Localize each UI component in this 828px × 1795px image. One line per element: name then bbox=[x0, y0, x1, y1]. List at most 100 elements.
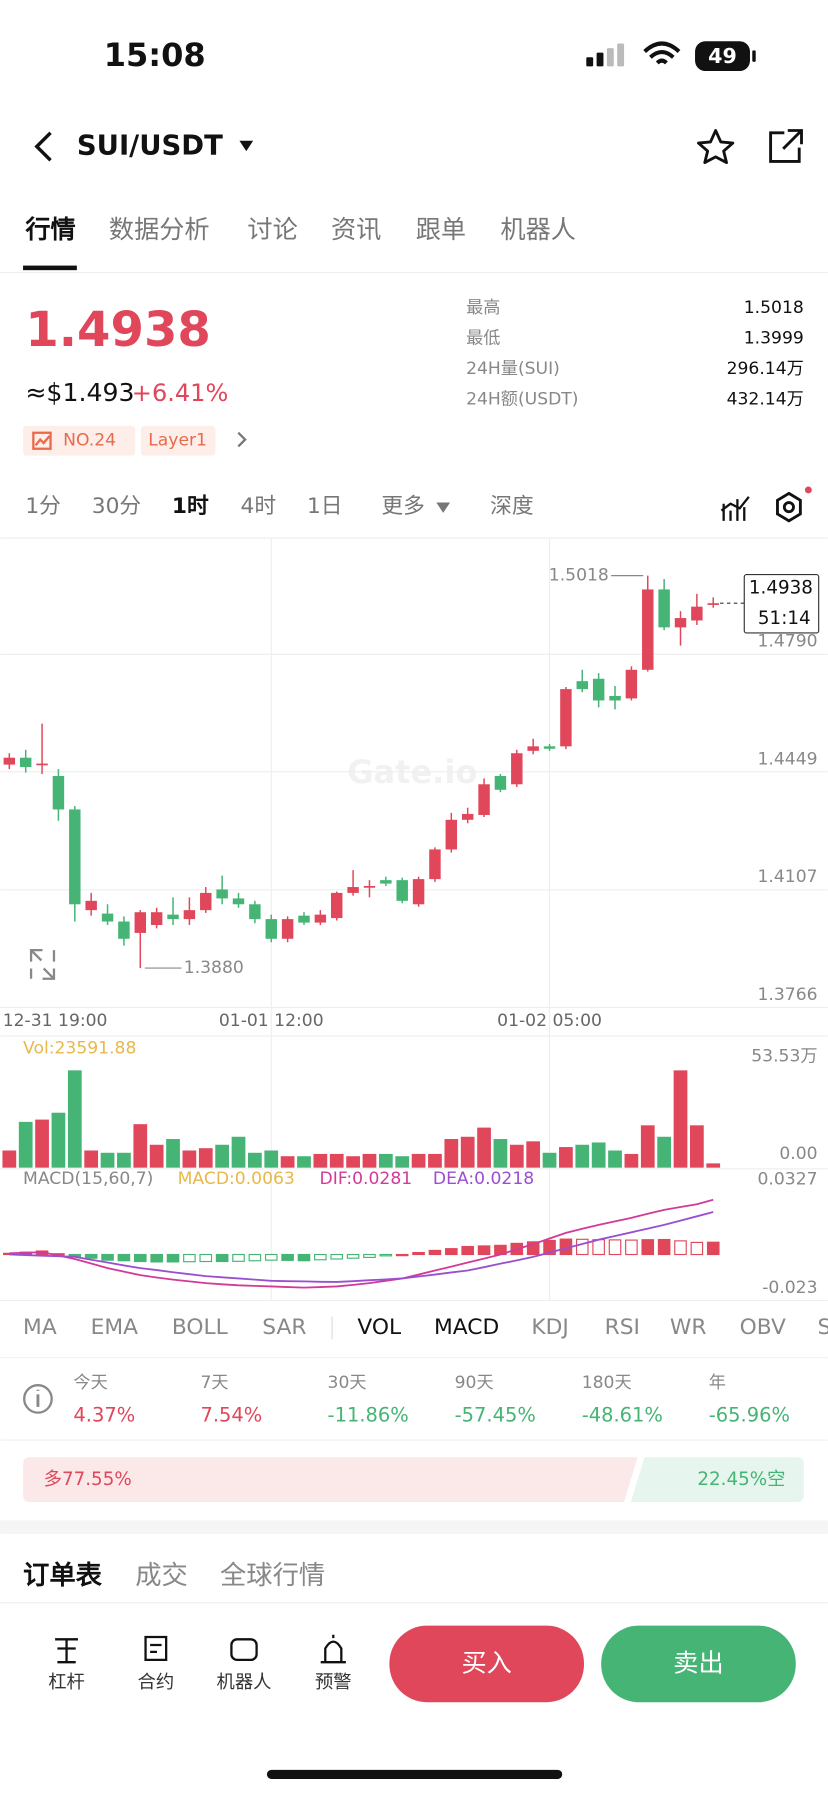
indicator-tab[interactable]: OBV bbox=[740, 1315, 786, 1340]
macd-bar bbox=[461, 1245, 474, 1256]
price-change: +6.41% bbox=[132, 379, 228, 407]
candle-body bbox=[461, 813, 474, 820]
nav-item[interactable]: 机器人 bbox=[217, 1672, 272, 1693]
section-tab[interactable]: 全球行情 bbox=[220, 1561, 325, 1591]
candle-body bbox=[85, 900, 97, 911]
volume-bar bbox=[542, 1152, 557, 1168]
tab[interactable]: 资讯 bbox=[331, 215, 381, 244]
volume-bar bbox=[100, 1152, 115, 1168]
nav-item[interactable]: 预警 bbox=[315, 1672, 352, 1693]
indicator-tab[interactable]: VOL bbox=[357, 1315, 401, 1340]
macd-bar bbox=[133, 1253, 147, 1263]
wifi-icon bbox=[643, 41, 681, 65]
indicator-tab[interactable]: BOLL bbox=[172, 1315, 228, 1340]
candle-body bbox=[69, 809, 81, 905]
chart-settings[interactable] bbox=[776, 491, 802, 523]
share-button[interactable] bbox=[769, 129, 803, 163]
macd-bar bbox=[445, 1248, 458, 1256]
volume-bar bbox=[215, 1144, 230, 1168]
tab[interactable]: 讨论 bbox=[247, 215, 297, 244]
section-tab[interactable]: 成交 bbox=[135, 1561, 188, 1591]
section-tab[interactable]: 订单表 bbox=[23, 1561, 103, 1591]
tab[interactable]: 数据分析 bbox=[109, 215, 210, 244]
candle-body bbox=[658, 589, 670, 628]
indicator-tab[interactable]: RSI bbox=[605, 1315, 640, 1340]
volume-bar bbox=[264, 1150, 279, 1168]
interval[interactable]: 更多 bbox=[381, 494, 424, 519]
nav-item[interactable]: 杠杆 bbox=[48, 1672, 85, 1693]
fullscreen-button[interactable] bbox=[29, 949, 56, 980]
nav-item[interactable]: 合约 bbox=[138, 1672, 175, 1693]
interval[interactable]: 1日 bbox=[307, 494, 343, 519]
y-tick-label: 0.0327 bbox=[758, 1169, 818, 1189]
tab[interactable]: 行情 bbox=[24, 215, 75, 244]
short-ratio-bar bbox=[630, 1457, 804, 1502]
candle-body bbox=[691, 606, 703, 621]
interval[interactable]: 30分 bbox=[92, 494, 141, 519]
pair-name[interactable]: SUI/USDT bbox=[77, 131, 223, 162]
sector-tag[interactable] bbox=[140, 425, 216, 456]
interval[interactable]: 1分 bbox=[25, 494, 61, 519]
performance-label: 年 bbox=[709, 1373, 726, 1393]
macd-bar bbox=[395, 1253, 409, 1257]
macd-bar bbox=[428, 1249, 442, 1256]
stat-label: 最高 bbox=[466, 298, 500, 318]
indicator-tab[interactable]: KDJ bbox=[531, 1315, 568, 1340]
candle-body bbox=[331, 892, 343, 919]
interval[interactable]: 深度 bbox=[490, 494, 534, 519]
buy-label: 买入 bbox=[462, 1648, 512, 1677]
home-indicator bbox=[266, 1769, 563, 1779]
indicator-tab[interactable]: EMA bbox=[91, 1315, 139, 1340]
volume-bar bbox=[280, 1156, 295, 1168]
stat-label: 24H量(SUI) bbox=[466, 359, 560, 379]
candle-body bbox=[707, 603, 719, 605]
volume-bar bbox=[35, 1119, 49, 1168]
interval[interactable]: 1时 bbox=[172, 494, 209, 519]
candle-body bbox=[380, 880, 392, 884]
pair-dropdown[interactable] bbox=[239, 140, 254, 152]
sell-button[interactable] bbox=[601, 1625, 796, 1703]
macd-bar bbox=[543, 1239, 556, 1256]
macd-bar bbox=[379, 1253, 393, 1257]
macd-bar bbox=[297, 1253, 311, 1262]
macd-bar bbox=[346, 1253, 360, 1259]
macd-bar bbox=[412, 1251, 425, 1256]
candle-body bbox=[560, 689, 572, 747]
info-icon[interactable] bbox=[23, 1384, 53, 1414]
alert-icon bbox=[320, 1634, 346, 1664]
buy-button[interactable] bbox=[389, 1625, 584, 1703]
candle-body bbox=[232, 898, 245, 905]
status-time: 15:08 bbox=[104, 36, 206, 74]
tab-underline bbox=[23, 265, 77, 271]
back-button[interactable] bbox=[34, 131, 52, 162]
tab[interactable]: 跟单 bbox=[416, 215, 466, 244]
macd-bar bbox=[281, 1253, 294, 1261]
volume-bar bbox=[149, 1144, 164, 1168]
battery-tip bbox=[752, 50, 756, 62]
volume-bar bbox=[640, 1125, 655, 1168]
candle-body bbox=[429, 849, 441, 880]
interval[interactable]: 4时 bbox=[241, 494, 277, 519]
indicator-tab[interactable]: SAR bbox=[262, 1315, 306, 1340]
indicator-tab[interactable]: WR bbox=[670, 1315, 707, 1340]
volume-bar bbox=[559, 1147, 573, 1168]
tags-more[interactable] bbox=[237, 431, 247, 448]
indicator-settings[interactable] bbox=[720, 496, 750, 521]
indicator-tab[interactable]: MACD bbox=[434, 1315, 499, 1340]
macd-bar bbox=[657, 1238, 671, 1256]
tab[interactable]: 机器人 bbox=[500, 215, 576, 244]
favorite-button[interactable] bbox=[697, 129, 735, 164]
macd-bar bbox=[150, 1253, 163, 1263]
rank-label: NO.24 bbox=[63, 431, 116, 451]
contract-icon bbox=[144, 1635, 168, 1662]
volume-bar bbox=[231, 1136, 246, 1168]
performance-label: 180天 bbox=[582, 1373, 632, 1393]
candle-body bbox=[19, 757, 32, 768]
indicator-tab[interactable]: S bbox=[818, 1315, 828, 1340]
candle-body bbox=[543, 746, 556, 749]
macd-bar bbox=[477, 1245, 491, 1256]
y-tick-label: 0.00 bbox=[779, 1144, 817, 1164]
performance-label: 30天 bbox=[328, 1373, 367, 1393]
stat-value: 296.14万 bbox=[727, 359, 804, 379]
indicator-tab[interactable]: MA bbox=[23, 1315, 57, 1340]
